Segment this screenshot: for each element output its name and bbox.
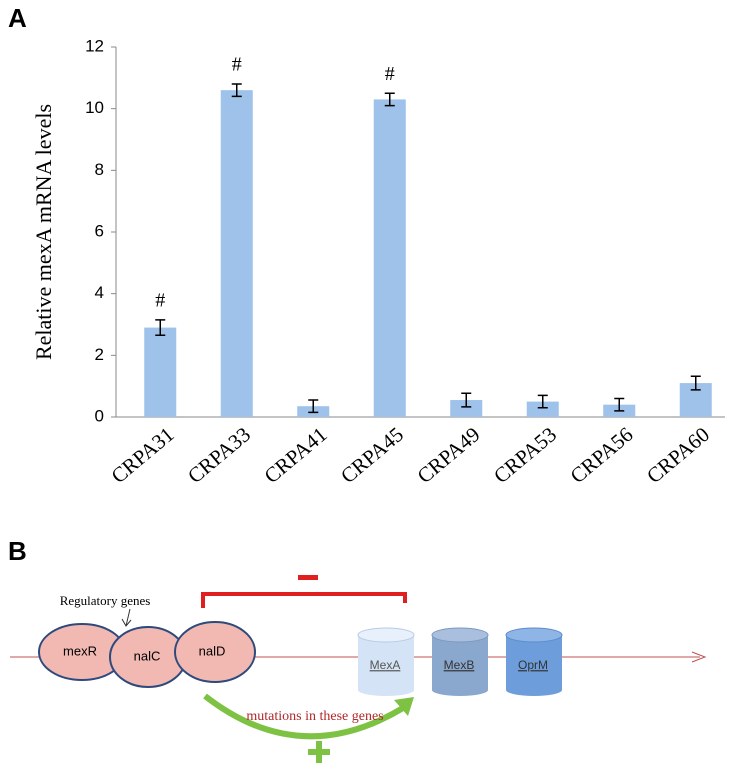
panel-label: B	[8, 536, 27, 566]
x-tick-label: CRPA56	[565, 422, 637, 488]
regulatory-label: Regulatory genes	[60, 593, 151, 608]
x-tick-label: CRPA49	[412, 422, 484, 488]
significance-mark: #	[385, 63, 395, 85]
y-tick-label: 0	[95, 406, 104, 425]
repression-bracket	[201, 592, 407, 608]
x-tick-label: CRPA60	[642, 422, 714, 488]
gene-label: mexR	[63, 643, 97, 658]
error-bar	[461, 392, 472, 408]
significance-mark: #	[155, 289, 165, 311]
mutation-label: mutations in these genes	[246, 709, 383, 724]
y-tick-label: 6	[95, 221, 104, 240]
gene-label: nalC	[134, 648, 161, 663]
plus-sign	[316, 741, 322, 763]
y-tick-label: 10	[85, 98, 104, 117]
bar	[526, 401, 559, 417]
x-tick-label: CRPA53	[489, 422, 561, 488]
cylinder	[431, 627, 489, 696]
y-tick-label: 2	[95, 345, 104, 364]
y-tick-label: 8	[95, 160, 104, 179]
diagram: mexR nalC nalD Regulatory genes MexA Mex…	[10, 575, 707, 763]
arrowhead	[691, 651, 707, 663]
error-bar	[614, 397, 625, 412]
panel-label: A	[8, 3, 27, 33]
arrowhead	[394, 697, 414, 716]
bar	[220, 90, 253, 418]
x-tick-label: CRPA41	[259, 422, 331, 488]
gene-ellipse	[174, 621, 256, 683]
error-bar	[155, 319, 166, 337]
activation-arrow	[203, 693, 405, 740]
y-tick-label: 12	[85, 36, 104, 55]
significance-mark: #	[232, 54, 242, 76]
pump-label: MexB	[444, 658, 475, 672]
x-tick-label: CRPA33	[183, 422, 255, 488]
x-tick-label: CRPA31	[106, 422, 178, 488]
x-tick-label: CRPA45	[336, 422, 408, 488]
error-bar	[690, 375, 701, 391]
error-bar	[308, 399, 319, 414]
y-tick-label: 4	[95, 283, 104, 302]
bar	[144, 327, 177, 417]
cylinder	[505, 627, 563, 696]
pump-label: MexA	[370, 658, 401, 672]
cylinder	[357, 627, 415, 696]
error-bar	[231, 83, 242, 98]
pointer-arrow	[121, 608, 132, 627]
gene-label: nalD	[199, 643, 226, 658]
minus-sign	[298, 575, 318, 580]
pump-label: OprM	[518, 658, 548, 672]
bar	[450, 400, 483, 417]
y-axis-label: Relative mexA mRNA levels	[31, 104, 56, 360]
bar	[373, 99, 406, 418]
error-bar	[537, 394, 548, 409]
error-bar	[384, 92, 395, 107]
